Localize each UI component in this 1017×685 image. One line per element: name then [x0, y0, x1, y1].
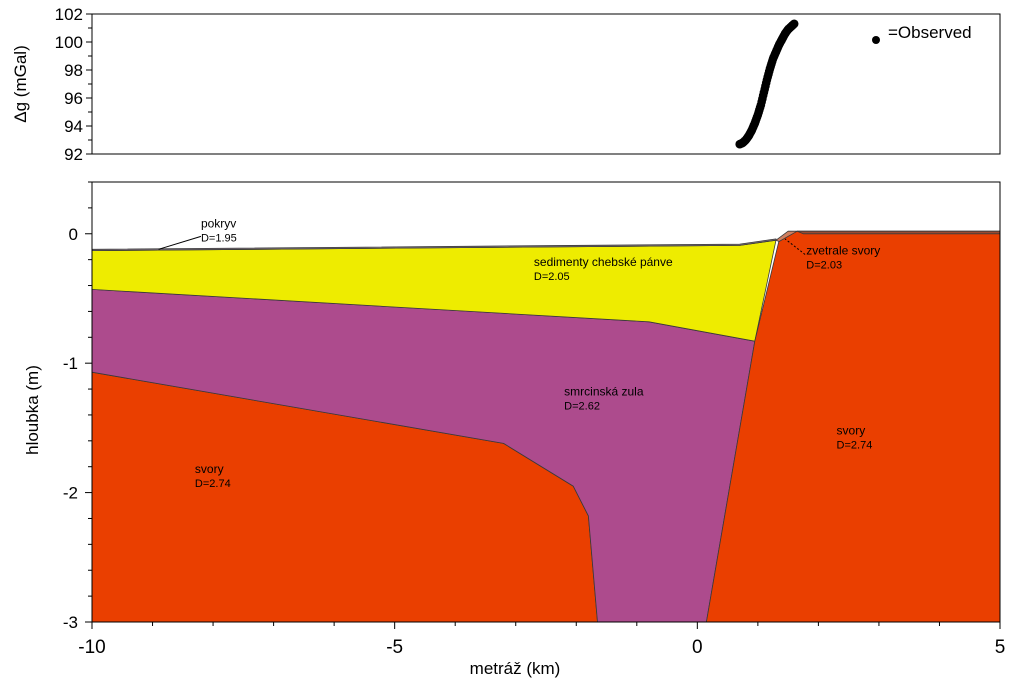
- model-y-ticks: -3 -2 -1 0: [63, 181, 92, 632]
- model-y-axis-label: hloubka (m): [23, 365, 42, 455]
- model-y-tick-label: -3: [63, 613, 78, 632]
- model-layers: [92, 230, 1000, 622]
- layer-name-label: sedimenty chebské pánve: [534, 255, 673, 269]
- layer-name-label: smrcinská zula: [564, 385, 644, 399]
- model-x-tick-label: -10: [78, 637, 105, 658]
- layer-density-label: D=2.74: [195, 478, 231, 490]
- model-x-tick-label: 0: [692, 637, 703, 658]
- legend-label: =Observed: [888, 23, 972, 42]
- layer-density-label: D=1.95: [201, 232, 237, 244]
- layer-density-label: D=2.62: [564, 401, 600, 413]
- model-plot-frame: [91, 181, 1001, 623]
- layer-cover: [796, 230, 1000, 235]
- layer-density-label: D=2.03: [806, 259, 842, 271]
- gravity-y-ticks: 92 94 96 98 100 102: [55, 5, 92, 164]
- layer-name-label: pokryv: [201, 216, 236, 230]
- model-leader-lines: [158, 235, 806, 255]
- gravity-y-tick-label: 92: [64, 145, 83, 164]
- layer-name-label: svory: [837, 423, 866, 437]
- model-layer-labels: pokryv D=1.95 sedimenty chebské pánve D=2.0…: [195, 216, 880, 490]
- model-y-tick-label: -2: [63, 484, 78, 503]
- layer-density-label: D=2.05: [534, 271, 570, 283]
- gravity-y-axis-label: Δg (mGal): [11, 45, 30, 122]
- model-x-tick-label: -5: [386, 637, 403, 658]
- model-x-ticks: -10 -5 0 5: [78, 622, 1005, 658]
- leader-line: [784, 238, 806, 255]
- layer-density-label: D=2.74: [837, 439, 873, 451]
- gravity-y-tick-label: 102: [55, 5, 83, 24]
- model-x-tick-label: 5: [995, 637, 1006, 658]
- legend-marker: [872, 36, 880, 44]
- gravity-y-tick-label: 100: [55, 33, 83, 52]
- layer-name-label: zvetrale svory: [806, 243, 880, 257]
- gravity-panel: 92 94 96 98 100 102 =Observed Δg (mGal): [11, 5, 1001, 164]
- model-x-axis-label: metráž (km): [470, 659, 561, 678]
- gravity-plot-frame: [91, 13, 1001, 155]
- observed-points: [735, 19, 799, 149]
- observed-point: [789, 19, 799, 29]
- gravity-y-tick-label: 94: [64, 117, 83, 136]
- gravity-legend: =Observed: [872, 23, 972, 44]
- model-y-tick-label: -1: [63, 354, 78, 373]
- gravity-y-tick-label: 96: [64, 89, 83, 108]
- gravity-y-tick-label: 98: [64, 61, 83, 80]
- model-y-tick-label: 0: [69, 225, 78, 244]
- leader-line: [158, 235, 202, 250]
- layer-name-label: svory: [195, 462, 224, 476]
